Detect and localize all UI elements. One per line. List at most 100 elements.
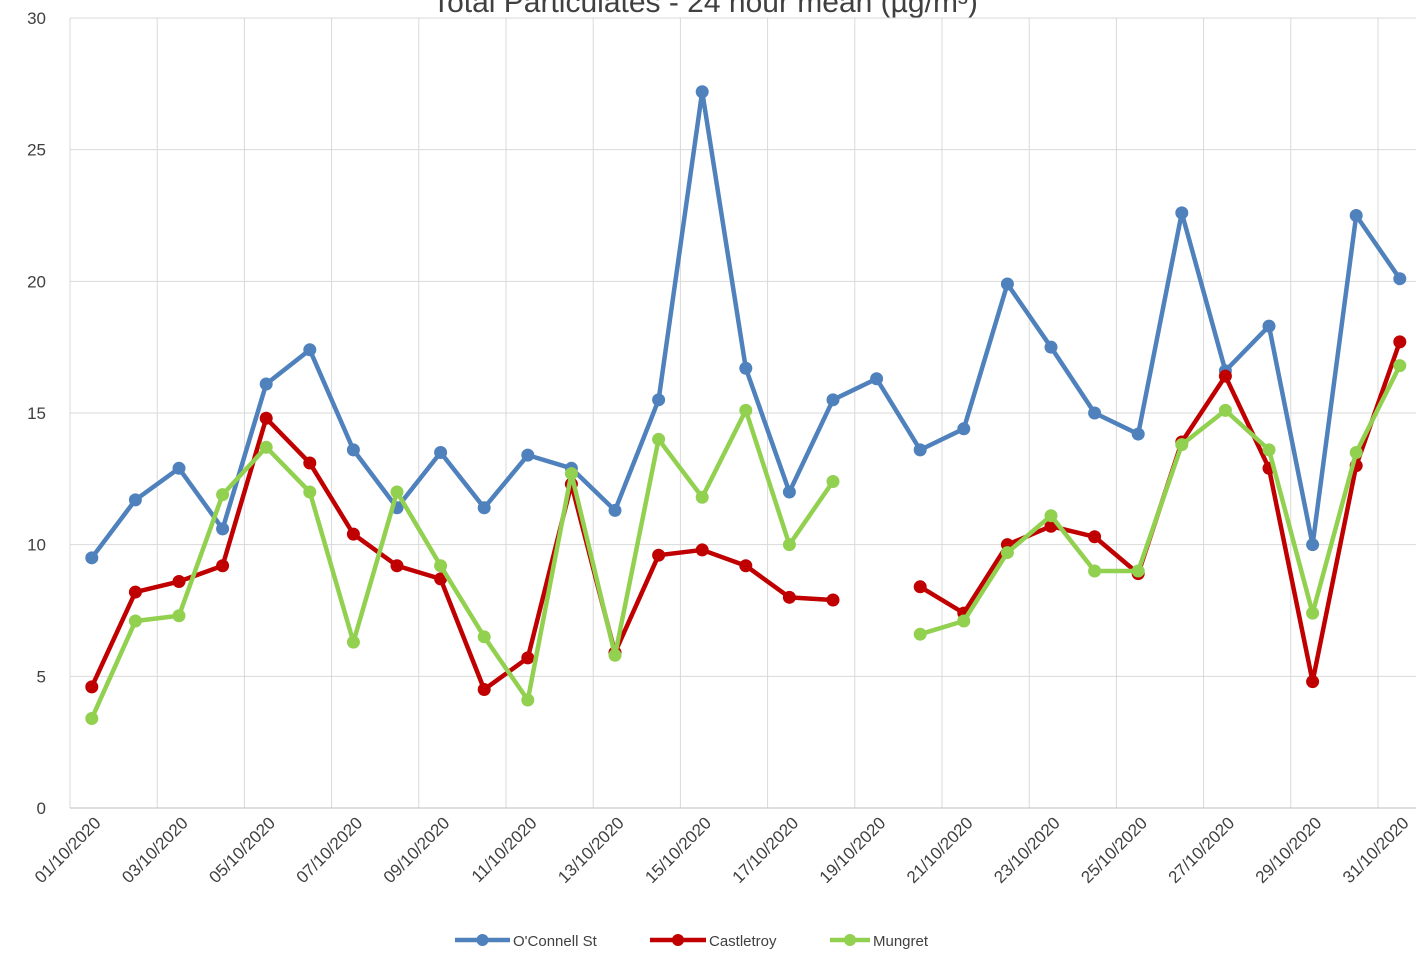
point <box>608 503 622 517</box>
point <box>1000 277 1014 291</box>
point <box>1044 340 1058 354</box>
point <box>128 493 142 507</box>
point <box>1088 564 1102 578</box>
point <box>128 585 142 599</box>
point <box>1393 359 1407 373</box>
x-tick-label: 23/10/2020 <box>990 813 1064 887</box>
x-tick-label: 01/10/2020 <box>31 813 105 887</box>
point <box>303 485 317 499</box>
point <box>390 559 404 573</box>
x-tick-label: 09/10/2020 <box>380 813 454 887</box>
x-tick-label: 21/10/2020 <box>903 813 977 887</box>
point <box>172 461 186 475</box>
y-tick-label: 10 <box>27 536 46 555</box>
x-tick-label: 11/10/2020 <box>468 813 541 886</box>
x-tick-label: 25/10/2020 <box>1077 813 1151 887</box>
point <box>695 543 709 557</box>
point <box>608 648 622 662</box>
point <box>826 474 840 488</box>
point <box>1000 546 1014 560</box>
point <box>652 432 666 446</box>
point <box>303 456 317 470</box>
point <box>1131 564 1145 578</box>
y-tick-label: 5 <box>37 667 46 686</box>
point <box>1044 509 1058 523</box>
point <box>1393 335 1407 349</box>
y-tick-label: 15 <box>27 404 46 423</box>
point <box>1218 403 1232 417</box>
point <box>1306 675 1320 689</box>
point <box>434 572 448 586</box>
legend-marker <box>476 934 489 946</box>
point <box>521 693 535 707</box>
x-tick-label: 05/10/2020 <box>205 813 279 887</box>
point <box>216 522 230 536</box>
point <box>434 559 448 573</box>
point <box>1175 206 1189 220</box>
point <box>652 393 666 407</box>
point <box>521 651 535 665</box>
point <box>1088 406 1102 420</box>
point <box>913 627 927 641</box>
point <box>1306 538 1320 552</box>
point <box>739 361 753 375</box>
point <box>826 593 840 607</box>
x-tick-label: 15/10/2020 <box>641 813 715 887</box>
point <box>739 403 753 417</box>
point <box>913 580 927 594</box>
point <box>564 467 578 481</box>
point <box>172 609 186 623</box>
point <box>1349 446 1363 459</box>
point <box>782 485 796 499</box>
point <box>346 527 360 541</box>
x-tick-label: 29/10/2020 <box>1252 813 1326 887</box>
y-tick-label: 20 <box>27 272 46 291</box>
point <box>172 575 186 589</box>
point <box>216 559 230 573</box>
point <box>259 440 273 454</box>
legend-marker <box>672 934 684 946</box>
point <box>1262 319 1276 333</box>
point <box>85 711 99 725</box>
y-tick-label: 30 <box>27 9 46 28</box>
point <box>695 85 709 99</box>
point <box>1088 530 1102 544</box>
point <box>303 343 317 357</box>
x-tick-label: 17/10/2020 <box>729 813 803 887</box>
y-tick-label: 25 <box>27 141 46 160</box>
point <box>434 446 448 459</box>
legend-label: Mungret <box>873 933 929 950</box>
point <box>1393 272 1407 286</box>
point <box>652 548 666 562</box>
point <box>85 551 99 565</box>
x-tick-label: 13/10/2020 <box>554 813 628 887</box>
x-tick-label: 07/10/2020 <box>293 813 367 887</box>
point <box>695 490 709 504</box>
series-line <box>89 364 1402 720</box>
point <box>390 485 404 499</box>
point <box>1349 209 1363 222</box>
point <box>957 614 971 628</box>
point <box>216 488 230 502</box>
point <box>346 635 360 649</box>
point <box>870 372 884 386</box>
point <box>1175 438 1189 452</box>
point <box>259 411 273 425</box>
point <box>782 590 796 604</box>
y-tick-label: 0 <box>37 799 46 818</box>
x-tick-label: 31/10/2020 <box>1339 813 1413 887</box>
point <box>1131 427 1145 441</box>
point <box>346 443 360 457</box>
x-tick-label: 03/10/2020 <box>118 813 192 887</box>
point <box>259 377 273 391</box>
point <box>1218 369 1232 383</box>
x-tick-label: 27/10/2020 <box>1165 813 1239 887</box>
legend-label: O'Connell St <box>513 933 598 950</box>
point <box>826 393 840 407</box>
point <box>477 683 491 696</box>
point <box>739 559 753 573</box>
point <box>128 614 142 628</box>
point <box>477 630 491 644</box>
chart-title: Total Particulates - 24 hour mean (µg/m³… <box>432 0 978 19</box>
point <box>521 448 535 462</box>
